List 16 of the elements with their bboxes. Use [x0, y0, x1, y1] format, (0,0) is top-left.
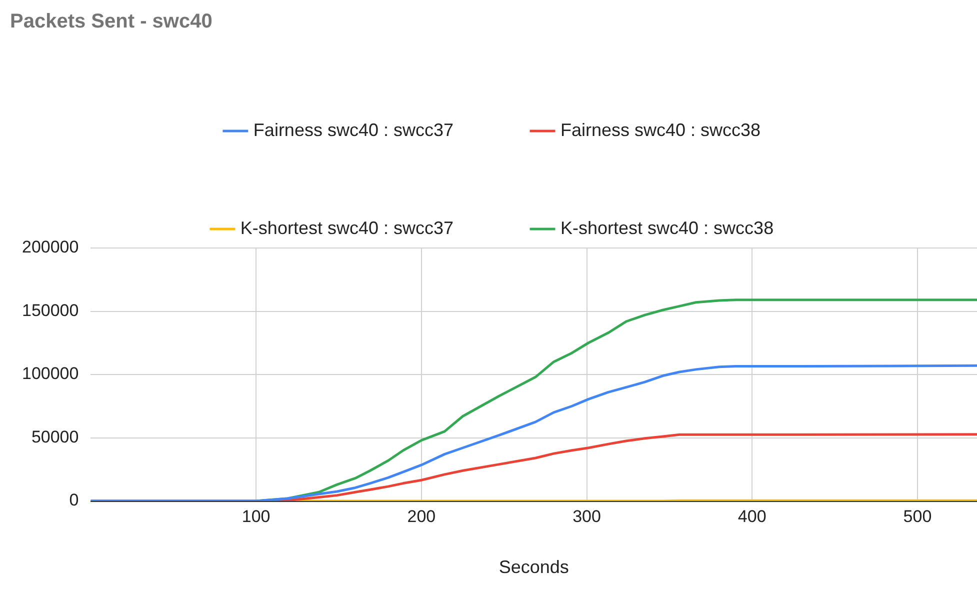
legend-label: K-shortest swc40 : swcc37: [240, 218, 454, 238]
y-tick-label: 100000: [22, 364, 79, 384]
x-tick-label: 400: [738, 506, 766, 526]
legend-label: K-shortest swc40 : swcc38: [560, 218, 774, 238]
y-tick-label: 150000: [22, 300, 79, 320]
y-tick-label: 50000: [31, 427, 79, 446]
x-tick-label: 300: [572, 506, 601, 526]
y-tick-label: 0: [69, 490, 79, 510]
x-tick-label: 500: [903, 506, 932, 526]
x-tick-label: 200: [407, 506, 436, 526]
x-tick-label: 100: [242, 506, 270, 526]
legend-label: Fairness swc40 : swcc37: [253, 120, 454, 140]
chart-title: Packets Sent - swc40: [10, 10, 212, 33]
y-tick-label: 200000: [22, 238, 79, 257]
x-axis-title: Seconds: [498, 557, 569, 578]
legend-label: Fairness swc40 : swcc38: [560, 120, 761, 140]
